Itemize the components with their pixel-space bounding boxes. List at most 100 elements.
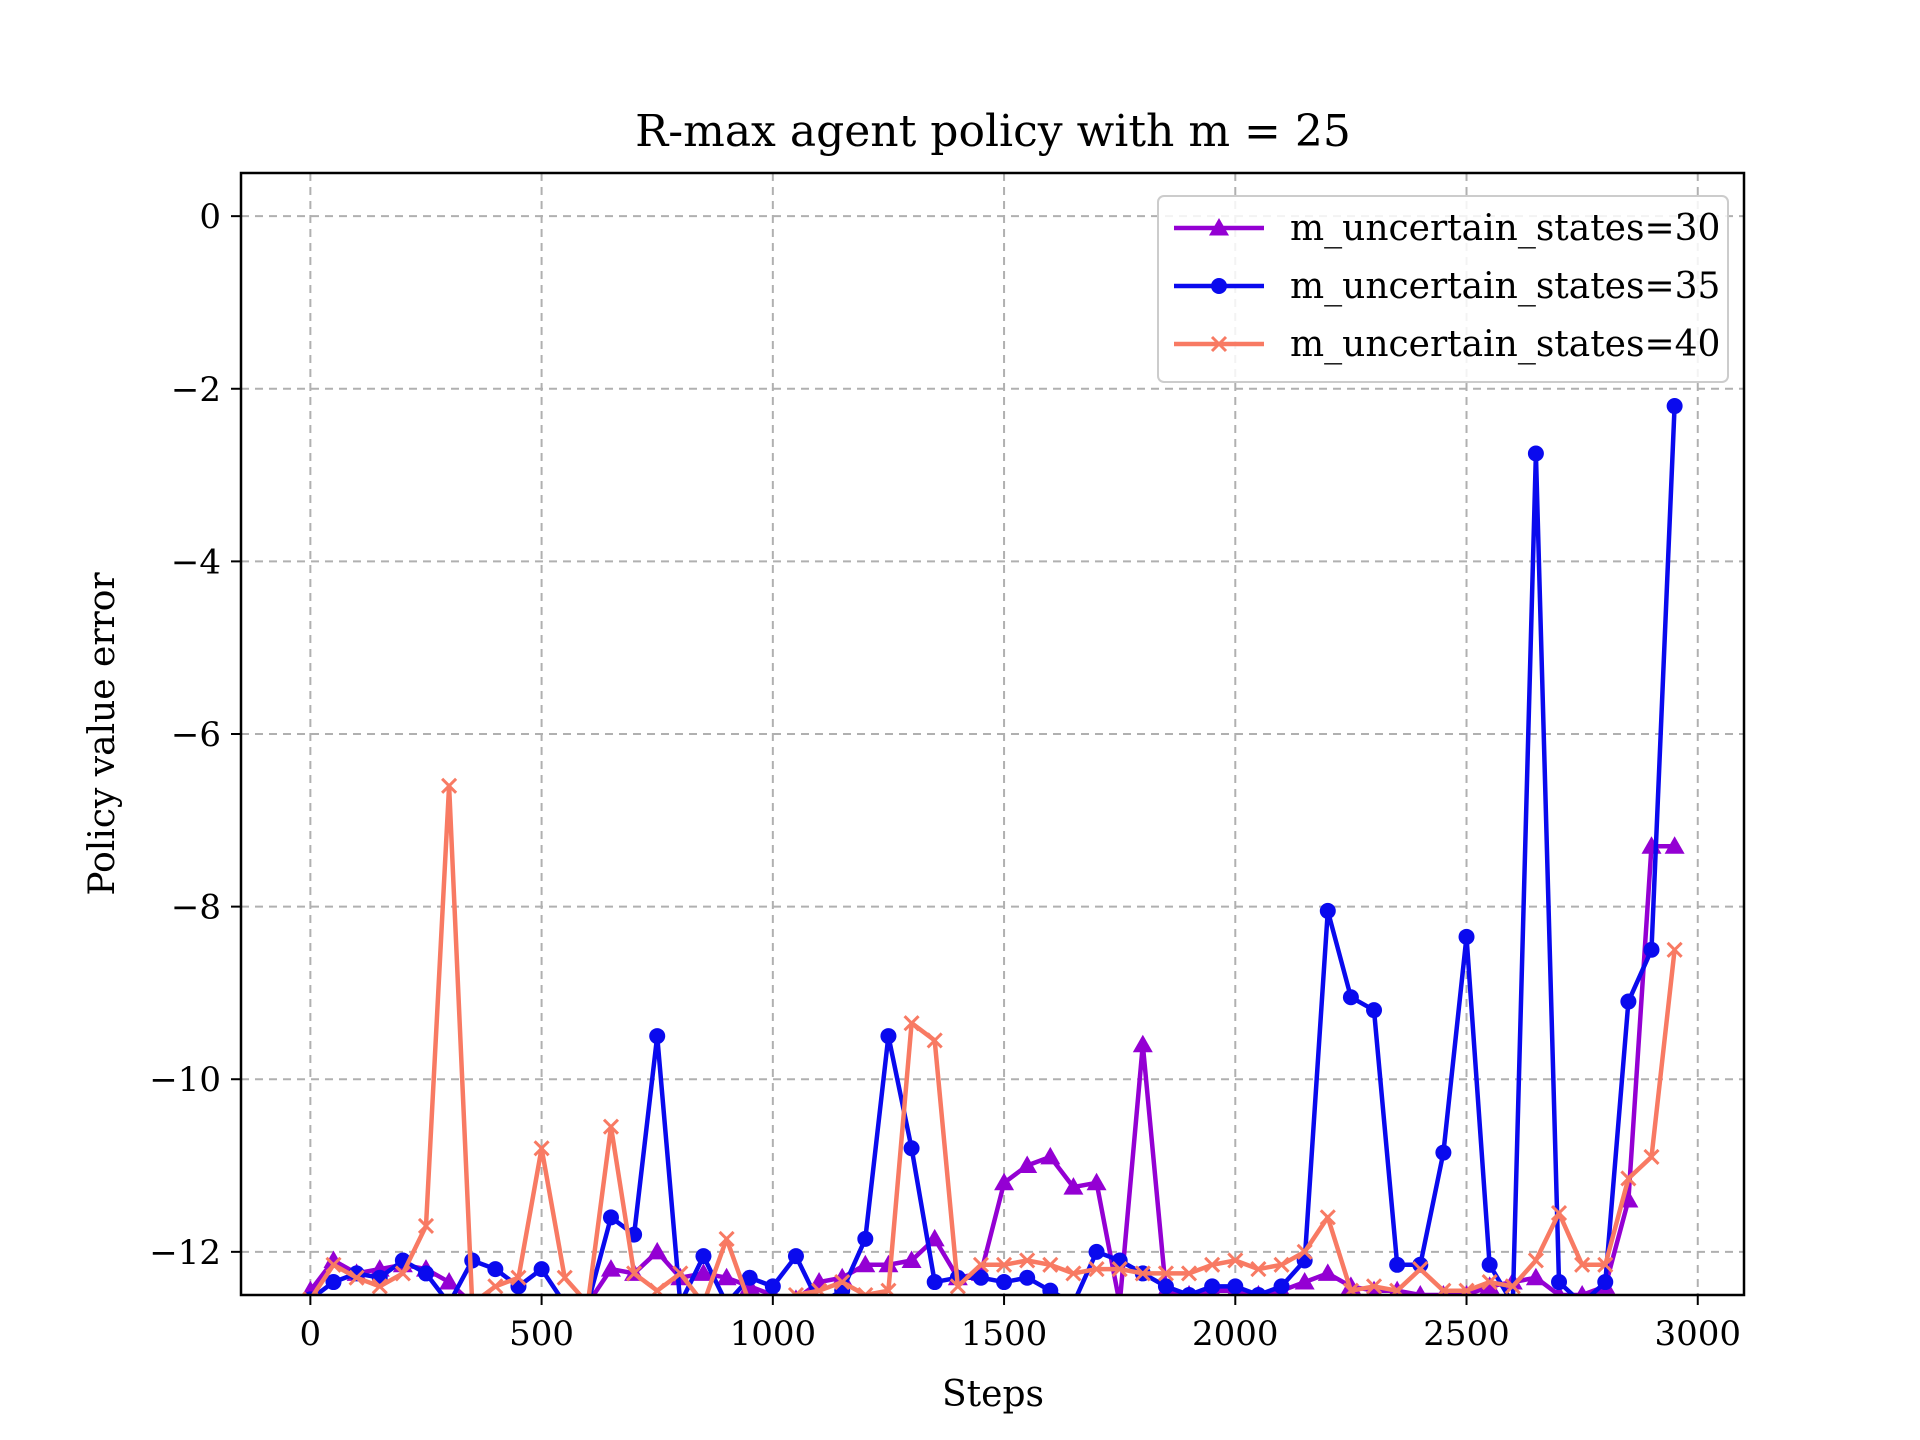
y-tick-label: −8: [171, 888, 221, 928]
data-point: [1294, 1272, 1315, 1290]
data-point: [1065, 1296, 1081, 1312]
data-point: [1180, 1265, 1198, 1282]
data-point: [811, 1282, 828, 1295]
series-3: [302, 777, 1683, 1311]
data-point: [1342, 989, 1359, 1006]
data-point: [441, 1296, 457, 1312]
data-point: [926, 1274, 943, 1291]
data-point: [1527, 445, 1544, 462]
x-tick-label: 500: [509, 1314, 574, 1354]
data-point: [510, 1269, 527, 1286]
data-point: [348, 1269, 365, 1286]
legend: m_uncertain_states=30 m_uncertain_states=…: [1157, 195, 1729, 383]
data-point: [325, 1274, 342, 1291]
x-tick-label: 0: [300, 1314, 322, 1354]
series-line: [308, 843, 1675, 1295]
data-point: [1412, 1261, 1429, 1278]
data-point: [996, 1274, 1013, 1291]
data-point: [1366, 1002, 1383, 1019]
data-point: [1481, 1273, 1498, 1291]
data-point: [557, 1296, 573, 1312]
data-point: [1088, 1243, 1105, 1260]
data-point: [563, 1293, 566, 1295]
data-point: [1204, 1278, 1221, 1295]
data-point: [1666, 398, 1683, 415]
data-point: [949, 1278, 966, 1295]
data-point: [441, 777, 458, 794]
x-tick-label: 2000: [1192, 1314, 1279, 1354]
data-point: [1620, 993, 1637, 1010]
data-point: [834, 1273, 851, 1291]
data-point: [1481, 1256, 1498, 1273]
data-point: [1134, 1265, 1151, 1282]
data-point: [1458, 1282, 1475, 1295]
data-point: [1040, 1146, 1061, 1165]
data-point: [533, 1261, 550, 1278]
data-point: [1065, 1265, 1082, 1282]
data-point: [1063, 1177, 1084, 1195]
data-point: [672, 1296, 688, 1312]
legend-marker: [1210, 335, 1228, 353]
legend-item: m_uncertain_states=40: [1174, 324, 1720, 365]
axis-ticks: 0 500 1000 1500 2000 2500 3000 0 −2 −4 −6 −8 −10 −12: [149, 197, 1741, 1354]
x-tick-label: 3000: [1654, 1314, 1741, 1354]
data-point: [1319, 902, 1336, 919]
data-point: [533, 1140, 550, 1157]
data-point: [903, 1140, 920, 1157]
data-point: [325, 1256, 342, 1273]
data-point: [1479, 1276, 1500, 1294]
y-tick-label: −10: [149, 1060, 221, 1100]
data-point: [647, 1241, 668, 1260]
series-line: [310, 783, 1677, 1295]
data-point: [741, 1269, 758, 1286]
data-point: [1574, 1296, 1590, 1312]
data-point: [743, 1297, 757, 1311]
data-point: [471, 1293, 474, 1295]
data-point: [323, 1250, 344, 1268]
data-point: [996, 1256, 1013, 1273]
data-point: [371, 1278, 388, 1295]
data-point: [1414, 1285, 1426, 1295]
data-point: [517, 1293, 520, 1295]
data-point: [494, 1293, 497, 1295]
data-point: [1088, 1261, 1105, 1278]
legend-label: m_uncertain_states=30: [1290, 208, 1720, 249]
data-point: [417, 1217, 435, 1235]
y-tick-label: −4: [171, 542, 221, 582]
data-point: [972, 1269, 989, 1286]
data-point: [602, 1118, 620, 1135]
data-point: [926, 1032, 943, 1049]
data-point: [649, 1028, 666, 1045]
data-point: [1204, 1256, 1221, 1273]
data-point: [693, 1263, 714, 1281]
data-point: [417, 1265, 434, 1282]
data-point: [556, 1269, 573, 1286]
x-tick-label: 1000: [730, 1314, 817, 1354]
legend-label: m_uncertain_states=40: [1290, 324, 1720, 365]
y-tick-label: −6: [171, 715, 221, 755]
data-point: [1666, 941, 1683, 958]
data-point: [972, 1256, 989, 1273]
data-point: [716, 1267, 737, 1286]
data-point: [787, 1248, 804, 1265]
data-point: [1319, 1209, 1336, 1226]
data-point: [1576, 1285, 1588, 1295]
data-point: [649, 1282, 666, 1295]
data-point: [1111, 1261, 1128, 1278]
data-point: [465, 1297, 479, 1311]
data-point: [1086, 1172, 1107, 1191]
data-point: [1250, 1287, 1267, 1295]
data-point: [1643, 1148, 1660, 1165]
data-point: [1574, 1256, 1591, 1273]
data-point: [901, 1250, 922, 1268]
data-point: [1273, 1256, 1290, 1273]
data-point: [581, 1297, 595, 1311]
data-point: [1597, 1274, 1614, 1291]
data-point: [1157, 1278, 1174, 1295]
data-point: [880, 1028, 897, 1045]
legend-item: m_uncertain_states=30: [1174, 208, 1720, 249]
data-point: [487, 1278, 504, 1295]
data-point: [764, 1278, 781, 1295]
data-point: [626, 1265, 643, 1282]
data-point: [394, 1265, 411, 1282]
